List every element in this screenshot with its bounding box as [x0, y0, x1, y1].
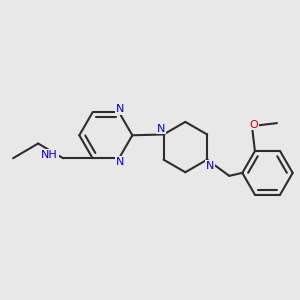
Text: N: N — [156, 124, 165, 134]
Text: O: O — [249, 120, 258, 130]
Text: N: N — [206, 160, 214, 170]
Text: NH: NH — [41, 150, 58, 160]
Text: N: N — [116, 157, 125, 167]
Text: N: N — [116, 104, 125, 114]
